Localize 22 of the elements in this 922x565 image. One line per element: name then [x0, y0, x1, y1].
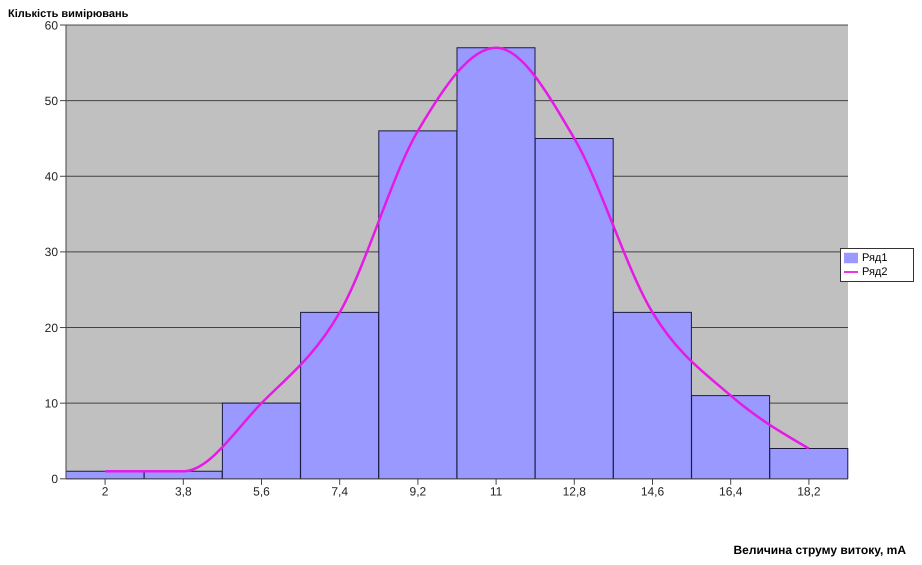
x-tick-label: 9,2 — [410, 484, 427, 498]
x-tick-label: 3,8 — [174, 484, 192, 498]
y-tick-label: 50 — [44, 94, 58, 108]
y-axis-title: Кількість вимірювань — [8, 8, 128, 20]
x-tick-label: 5,6 — [253, 484, 270, 498]
legend-label: Ряд1 — [862, 252, 888, 264]
x-tick-label: 7,4 — [331, 484, 348, 498]
y-tick-label: 10 — [44, 396, 58, 410]
y-tick-label: 40 — [44, 170, 58, 184]
x-tick-label: 14,6 — [640, 484, 664, 498]
legend-label: Ряд2 — [862, 266, 888, 278]
x-tick-label: 16,4 — [719, 484, 743, 498]
x-axis-title: Величина струму витоку, mA — [734, 543, 906, 557]
x-tick-label: 18,2 — [797, 484, 821, 498]
y-tick-label: 30 — [44, 245, 58, 260]
y-tick-label: 20 — [44, 320, 58, 335]
x-tick-label: 11 — [490, 484, 503, 498]
y-tick-label: 0 — [51, 472, 58, 486]
y-tick-label: 60 — [44, 18, 58, 32]
x-tick-label: 2 — [102, 484, 109, 498]
x-tick-label: 12,8 — [562, 484, 586, 498]
line-series — [104, 46, 810, 472]
